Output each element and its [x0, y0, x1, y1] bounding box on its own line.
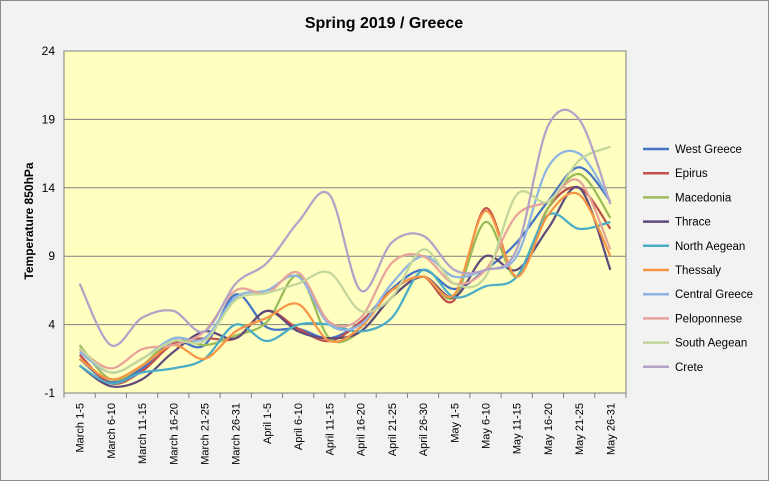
legend-label-south-aegean: South Aegean [675, 338, 747, 350]
y-tick-label: 14 [42, 181, 56, 195]
x-tick-label: May 21-25 [574, 403, 586, 455]
series-lines [78, 108, 612, 388]
x-tick-label: March 1-5 [75, 403, 87, 453]
x-tick-label: April 1-5 [262, 403, 274, 444]
x-tick-label: April 11-15 [324, 403, 336, 455]
y-tick-label: 4 [48, 318, 55, 332]
x-tick-label: April 26-30 [418, 403, 430, 456]
legend-label-epirus: Epirus [675, 168, 708, 180]
series-line-peloponnese [78, 178, 612, 370]
series-line-crete [78, 108, 612, 347]
x-tick-label: March 26-31 [231, 403, 243, 465]
legend-label-thessaly: Thessaly [675, 265, 721, 277]
x-tick-label: May 1-5 [449, 403, 461, 443]
y-axis-label: Temperature 850hPa [22, 162, 36, 279]
x-tick-label: May 26-31 [605, 403, 617, 455]
legend-label-north-aegean: North Aegean [675, 241, 745, 253]
chart-title: Spring 2019 / Greece [305, 15, 463, 32]
legend-label-thrace: Thrace [675, 217, 711, 229]
legend-label-central-greece: Central Greece [675, 289, 753, 301]
legend-label-west-greece: West Greece [675, 144, 742, 156]
legend-label-macedonia: Macedonia [675, 192, 732, 204]
x-tick-label: May 6-10 [481, 403, 493, 449]
y-tick-label: 9 [48, 249, 55, 263]
legend: West Greece Epirus Macedonia Thrace North Ae… [643, 144, 753, 374]
legend-label-crete: Crete [675, 362, 703, 374]
x-tick-label: March 16-20 [168, 403, 180, 465]
x-tick-label: March 11-15 [137, 403, 149, 464]
y-tick-label: 19 [42, 112, 56, 126]
series-line-south-aegean [78, 145, 611, 374]
x-tick-label: March 6-10 [106, 403, 118, 459]
y-axis-ticks: -1 4 9 14 19 24 [42, 44, 56, 400]
legend-label-peloponnese: Peloponnese [675, 313, 742, 325]
x-tick-label: March 21-25 [200, 403, 212, 465]
y-tick-label: 24 [42, 44, 56, 58]
x-tick-label: April 6-10 [293, 403, 305, 450]
x-tick-label: April 16-20 [356, 403, 368, 456]
x-tick-label: May 11-15 [512, 403, 524, 454]
x-tick-label: May 16-20 [543, 403, 555, 455]
y-tick-label: -1 [44, 386, 55, 400]
x-tick-label: April 21-25 [387, 403, 399, 456]
series-line-central-greece [78, 149, 612, 374]
x-axis-ticks: March 1-5 March 6-10 March 11-15 March 16-2… [63, 393, 627, 465]
